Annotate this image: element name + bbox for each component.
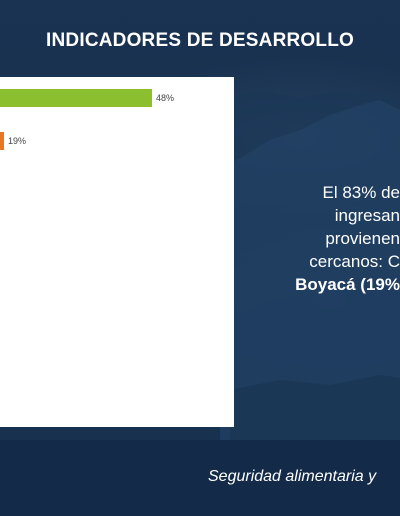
chart-panel: 48% 19% [0,77,234,427]
chart-bar-48 [0,89,152,107]
chart-bar-19 [0,132,4,150]
footer-band [0,440,400,516]
chart-bar-label-48: 48% [156,93,175,103]
summary-line-2: ingresan [334,206,400,225]
footer-caption: Seguridad alimentaria y [208,468,377,485]
summary-line-5: Boyacá (19% [295,275,400,294]
summary-line-3: provienen [325,229,400,248]
summary-text: El 83% de ingresan provienen cercanos: C… [250,181,400,296]
summary-line-1: El 83% de [322,183,400,202]
chart-bar-label-19: 19% [8,136,27,146]
summary-line-4: cercanos: C [309,252,400,271]
slide-title: INDICADORES DE DESARROLLO [46,30,354,51]
